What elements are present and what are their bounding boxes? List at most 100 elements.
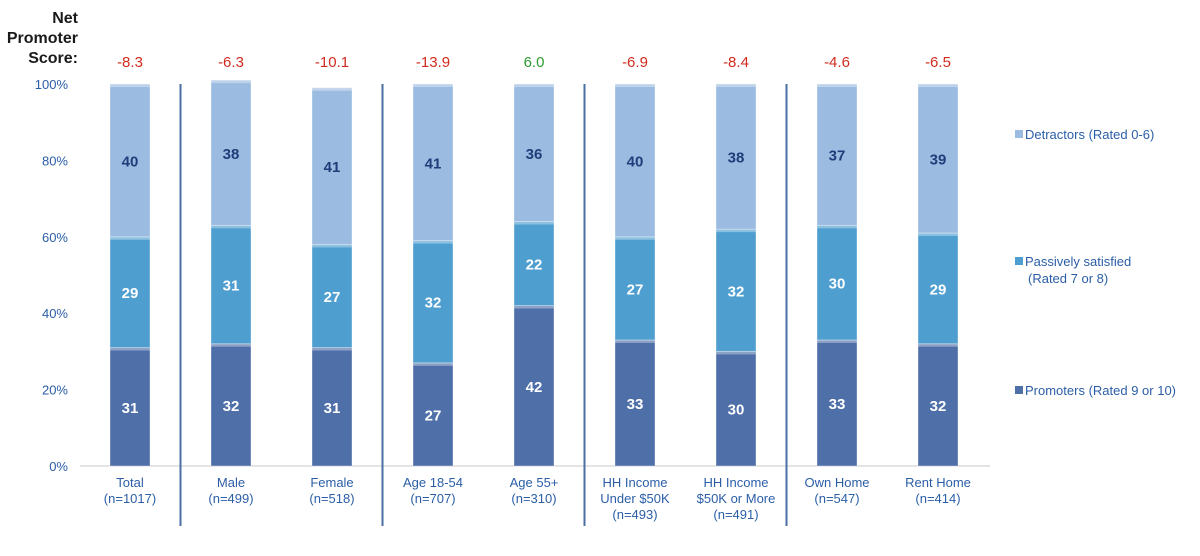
data-label: 38 xyxy=(223,146,240,163)
legend-label: Passively satisfied xyxy=(1025,254,1131,269)
bar-segment-highlight xyxy=(110,236,150,240)
bar-segment-detractors xyxy=(412,83,454,242)
bar-segment-passive xyxy=(715,228,757,352)
data-label: 41 xyxy=(324,159,341,176)
bar-segment-detractors xyxy=(311,87,353,245)
y-tick-label: 100% xyxy=(35,77,69,92)
data-label: 32 xyxy=(223,398,240,415)
nps-value: -6.5 xyxy=(925,54,951,71)
data-label: 42 xyxy=(526,379,543,396)
legend-label: Detractors (Rated 0-6) xyxy=(1025,127,1154,142)
data-label: 40 xyxy=(122,153,139,170)
data-label: 32 xyxy=(425,295,442,312)
data-label: 40 xyxy=(627,153,644,170)
data-label: 39 xyxy=(930,151,947,168)
legend-label: (Rated 7 or 8) xyxy=(1028,271,1108,286)
bar-segment-highlight xyxy=(918,343,958,347)
category-label: (n=493) xyxy=(612,507,657,522)
bar-segment-highlight xyxy=(615,84,655,87)
category-label: (n=547) xyxy=(814,491,859,506)
bar-segment-promoters xyxy=(109,347,151,467)
y-tick-label: 20% xyxy=(42,383,68,398)
nps-value: -4.6 xyxy=(824,54,850,71)
data-label: 29 xyxy=(122,285,139,302)
bar-segment-highlight xyxy=(514,305,554,309)
data-label: 32 xyxy=(930,398,947,415)
bar-segment-detractors xyxy=(109,83,151,238)
category-label: Total xyxy=(116,475,144,490)
bar-segment-passive xyxy=(412,240,454,364)
bar-segment-detractors xyxy=(917,83,959,234)
data-label: 32 xyxy=(728,283,745,300)
data-label: 30 xyxy=(728,402,745,419)
nps-value: 6.0 xyxy=(524,54,545,71)
bar-segment-highlight xyxy=(716,229,756,233)
bar-segment-highlight xyxy=(918,232,958,236)
bar-segment-promoters xyxy=(412,362,454,467)
bar-segment-highlight xyxy=(413,240,453,244)
bar-segment-promoters xyxy=(614,339,656,467)
bar-segment-highlight xyxy=(211,343,251,347)
category-label: Age 55+ xyxy=(510,475,559,490)
data-label: 41 xyxy=(425,155,442,172)
bar-segment-highlight xyxy=(817,339,857,343)
category-label: HH Income xyxy=(703,475,768,490)
category-label: Rent Home xyxy=(905,475,971,490)
data-label: 30 xyxy=(829,276,846,293)
category-label: (n=310) xyxy=(511,491,556,506)
nps-value: -8.3 xyxy=(117,54,143,71)
nps-value: -13.9 xyxy=(416,54,450,71)
bar-segment-passive xyxy=(210,224,252,345)
category-label: $50K or More xyxy=(697,491,776,506)
bar-segment-highlight xyxy=(312,87,352,91)
category-label: (n=414) xyxy=(915,491,960,506)
category-label: (n=707) xyxy=(410,491,455,506)
bar-segment-detractors xyxy=(513,83,555,223)
bar-segment-highlight xyxy=(312,347,352,351)
data-label: 37 xyxy=(829,148,846,165)
y-tick-label: 60% xyxy=(42,230,68,245)
bar-segment-highlight xyxy=(918,84,958,87)
data-label: 27 xyxy=(627,281,644,298)
category-label: HH Income xyxy=(602,475,667,490)
data-label: 31 xyxy=(223,278,240,295)
bar-segment-promoters xyxy=(715,350,757,467)
bar-segment-promoters xyxy=(917,343,959,467)
nps-value: -8.4 xyxy=(723,54,749,71)
nps-value: -6.9 xyxy=(622,54,648,71)
bar-segment-highlight xyxy=(817,84,857,87)
category-label: (n=491) xyxy=(713,507,758,522)
nps-value: -6.3 xyxy=(218,54,244,71)
legend-label: Promoters (Rated 9 or 10) xyxy=(1025,383,1176,398)
bar-segment-promoters xyxy=(210,343,252,467)
bar-segment-highlight xyxy=(514,221,554,225)
category-label: Male xyxy=(217,475,245,490)
bar-segment-passive xyxy=(614,236,656,341)
data-label: 27 xyxy=(425,407,442,424)
bar-segment-highlight xyxy=(211,80,251,84)
bar-segment-passive xyxy=(816,224,858,341)
bar-segment-highlight xyxy=(413,84,453,87)
data-label: 31 xyxy=(324,400,341,417)
bar-segment-highlight xyxy=(817,225,857,229)
bar-segment-highlight xyxy=(716,84,756,87)
bar-segment-highlight xyxy=(110,347,150,351)
category-label: Age 18-54 xyxy=(403,475,463,490)
y-tick-label: 80% xyxy=(42,153,68,168)
bar-segment-passive xyxy=(917,232,959,345)
category-label: (n=1017) xyxy=(104,491,156,506)
bar-segment-highlight xyxy=(110,84,150,87)
bar-segment-highlight xyxy=(312,244,352,248)
bar-segment-detractors xyxy=(614,83,656,238)
nps-heading-line: Score: xyxy=(28,50,78,67)
data-label: 38 xyxy=(728,150,745,167)
bar-segment-highlight xyxy=(615,236,655,240)
category-label: Under $50K xyxy=(600,491,670,506)
data-label: 33 xyxy=(627,396,644,413)
data-label: 22 xyxy=(526,257,543,274)
legend-swatch xyxy=(1015,130,1023,138)
nps-heading-line: Net xyxy=(52,10,78,27)
bar-segment-highlight xyxy=(716,351,756,355)
bar-segment-detractors xyxy=(816,83,858,226)
category-label: (n=518) xyxy=(309,491,354,506)
